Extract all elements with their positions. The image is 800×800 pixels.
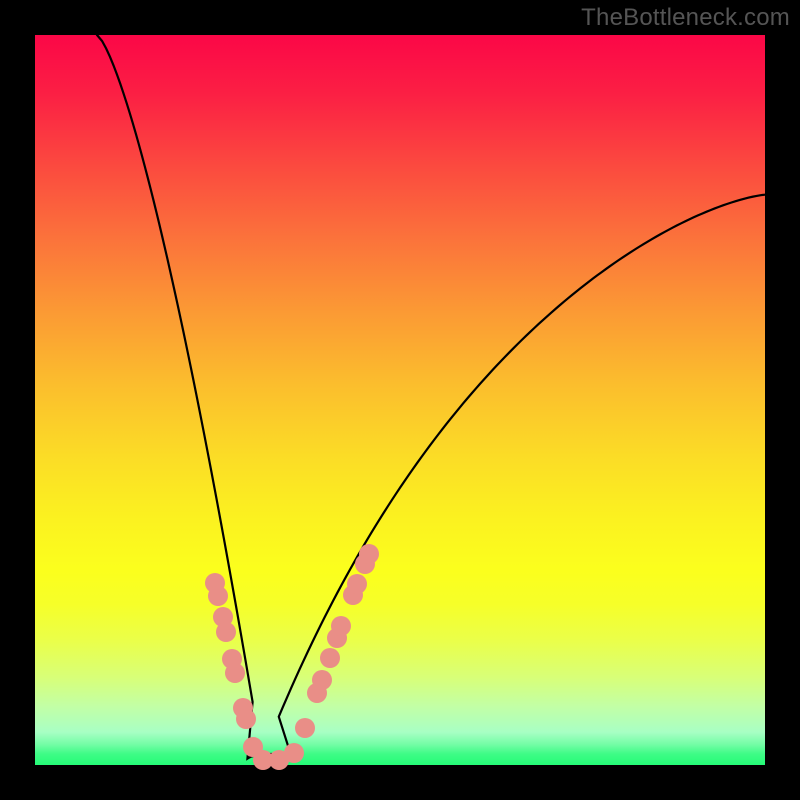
bottleneck-chart xyxy=(0,0,800,800)
data-dot xyxy=(359,544,379,564)
data-dot xyxy=(320,648,340,668)
data-dot xyxy=(312,670,332,690)
data-dot xyxy=(225,663,245,683)
data-dot xyxy=(295,718,315,738)
data-dot xyxy=(347,574,367,594)
data-dot xyxy=(216,622,236,642)
plot-background-gradient xyxy=(35,35,765,765)
data-dot xyxy=(208,586,228,606)
data-dot xyxy=(236,709,256,729)
chart-stage: TheBottleneck.com xyxy=(0,0,800,800)
data-dot xyxy=(331,616,351,636)
data-dot xyxy=(284,743,304,763)
watermark-text: TheBottleneck.com xyxy=(581,4,790,32)
